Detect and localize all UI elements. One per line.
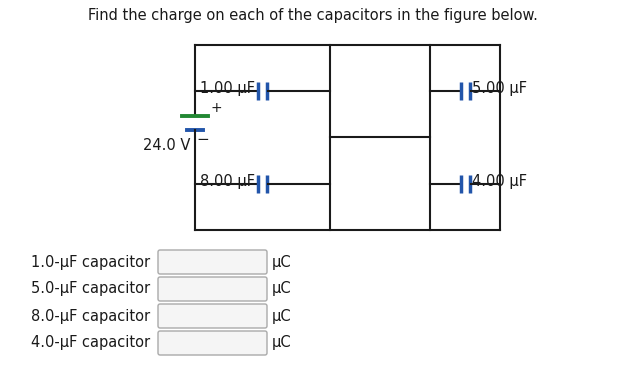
- Text: 1.0-μF capacitor: 1.0-μF capacitor: [31, 254, 150, 269]
- Text: −: −: [196, 132, 208, 147]
- Text: μC: μC: [272, 309, 292, 324]
- Text: μC: μC: [272, 336, 292, 351]
- Text: μC: μC: [272, 254, 292, 269]
- Text: 8.00 μF: 8.00 μF: [200, 174, 255, 189]
- FancyBboxPatch shape: [158, 250, 267, 274]
- Text: +: +: [211, 101, 223, 115]
- Text: μC: μC: [272, 281, 292, 296]
- Text: 5.0-μF capacitor: 5.0-μF capacitor: [31, 281, 150, 296]
- Text: 8.0-μF capacitor: 8.0-μF capacitor: [31, 309, 150, 324]
- Text: 4.00 μF: 4.00 μF: [473, 174, 528, 189]
- Text: 4.0-μF capacitor: 4.0-μF capacitor: [31, 336, 150, 351]
- Text: 1.00 μF: 1.00 μF: [200, 82, 255, 97]
- Text: 24.0 V: 24.0 V: [143, 138, 190, 153]
- FancyBboxPatch shape: [158, 331, 267, 355]
- Text: Find the charge on each of the capacitors in the figure below.: Find the charge on each of the capacitor…: [88, 8, 538, 23]
- Text: 5.00 μF: 5.00 μF: [473, 82, 528, 97]
- FancyBboxPatch shape: [158, 304, 267, 328]
- FancyBboxPatch shape: [158, 277, 267, 301]
